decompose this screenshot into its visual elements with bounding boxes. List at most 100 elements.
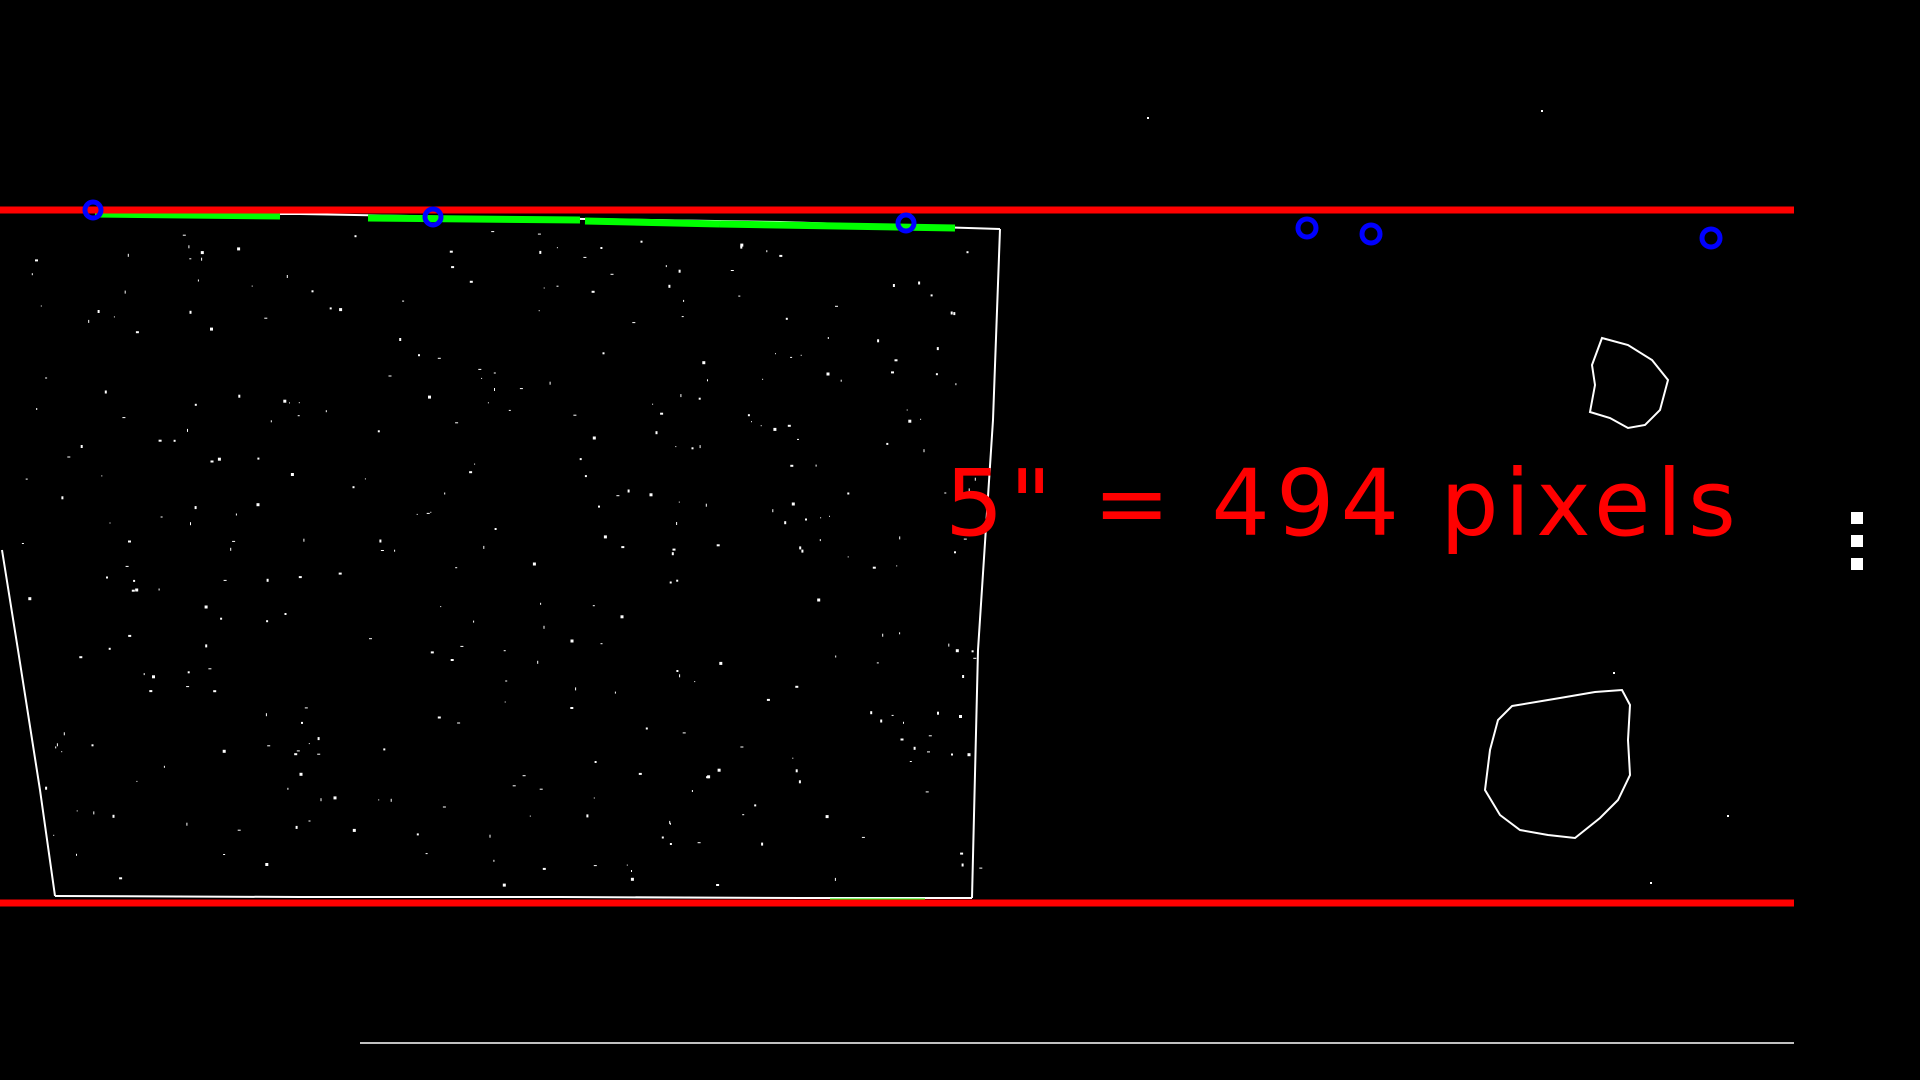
edge-speckle (549, 381, 551, 385)
edge-speckle (205, 644, 208, 648)
edge-speckle (955, 649, 959, 653)
edge-speckle (791, 502, 795, 506)
sample-point-5 (1359, 222, 1383, 246)
edge-speckle (747, 414, 750, 417)
edge-speckle (631, 870, 632, 872)
edge-speckle (303, 538, 305, 542)
edge-speckle (378, 799, 380, 801)
edge-speckle (538, 310, 540, 312)
edge-speckle (953, 312, 956, 316)
reference-lines (0, 206, 1794, 907)
edge-speckle (640, 240, 643, 243)
edge-speckle (201, 257, 203, 261)
edge-speckle (217, 457, 221, 461)
edge-speckle (182, 234, 186, 236)
edge-speckle (329, 307, 332, 310)
sample-points (82, 199, 1723, 250)
edge-speckle (820, 517, 822, 519)
edge-speckle (232, 540, 236, 542)
edge-speckle (675, 446, 677, 448)
edge-speckle (437, 357, 441, 359)
edge-speckle (805, 518, 807, 521)
edge-speckle (158, 439, 162, 442)
edge-speckle (489, 834, 491, 838)
edge-speckle (570, 639, 574, 643)
edge-speckle (222, 749, 226, 753)
edge-speckle (779, 254, 783, 257)
edge-speckle (333, 796, 337, 800)
fit-segment-3 (584, 217, 721, 228)
edge-speckle (504, 701, 506, 703)
edge-speckle (451, 266, 455, 269)
edge-speckle (847, 556, 849, 558)
edge-speckle (522, 775, 526, 777)
edge-speckle (702, 361, 706, 365)
edge-speckle (508, 409, 511, 411)
edge-speckle (671, 552, 674, 556)
edge-speckle (266, 578, 269, 582)
edge-speckle (388, 375, 392, 377)
edge-speckle (286, 275, 288, 278)
edge-speckle (630, 877, 634, 881)
edge-speckle (920, 418, 922, 420)
edge-speckle (880, 719, 883, 723)
edge-speckle (532, 562, 536, 566)
edge-speckle (88, 319, 90, 323)
edge-speckle (394, 549, 396, 552)
edge-speckle (390, 798, 392, 802)
edge-speckle (900, 738, 904, 741)
edge-speckle (298, 576, 302, 579)
edge-speckle (649, 493, 653, 497)
edge-speckle (131, 589, 135, 592)
edge-speckle (135, 331, 139, 334)
edge-speckle (270, 420, 272, 423)
edge-speckle (383, 748, 386, 751)
edge-speckle (449, 250, 453, 253)
edge-speckle (109, 522, 111, 524)
edge-speckle (56, 743, 58, 747)
edge-speckle (705, 503, 707, 507)
edge-speckle (61, 751, 63, 753)
edge-speckle (834, 877, 836, 881)
edge-speckle (790, 464, 794, 467)
edge-speckle (740, 746, 744, 748)
edge-speckle (598, 505, 600, 508)
edge-speckle (593, 865, 597, 867)
edge-speckle (583, 256, 587, 258)
edge-speckle (299, 772, 303, 776)
edge-speckle (189, 310, 192, 314)
edge-speckle (80, 445, 83, 448)
edge-speckle (112, 814, 115, 818)
edge-speckle (430, 511, 432, 513)
edge-speckle (955, 383, 957, 386)
edge-speckle (505, 680, 508, 682)
edge-speckle (257, 457, 260, 460)
edge-speckle (444, 492, 446, 495)
vertical-ellipsis-icon[interactable] (1846, 508, 1868, 574)
edge-speckle (128, 634, 132, 637)
edge-speckle (512, 785, 516, 787)
edge-speckle (251, 285, 253, 287)
edge-speckle (187, 428, 188, 432)
edge-speckle (847, 492, 850, 495)
edge-speckle (442, 806, 446, 808)
edge-speckle (963, 538, 967, 540)
edge-speckle (772, 509, 774, 513)
edge-speckle (483, 545, 485, 549)
edge-speckle (691, 447, 694, 450)
edge-speckle (872, 566, 876, 569)
edge-speckle (21, 543, 24, 544)
edge-speckle (136, 780, 138, 782)
edge-speckle (593, 797, 595, 799)
edge-speckle (600, 643, 603, 645)
edge-speckle (697, 842, 701, 844)
edge-speckle (925, 791, 929, 793)
edge-speckle (494, 388, 495, 391)
edge-speckle (25, 478, 28, 480)
blob-lower-edge (1483, 688, 1632, 840)
sample-point-4 (1295, 216, 1319, 240)
fit-segment-1 (94, 210, 281, 220)
edge-speckle (951, 753, 953, 756)
edge-speckle (930, 294, 933, 297)
edge-speckle (579, 458, 582, 461)
